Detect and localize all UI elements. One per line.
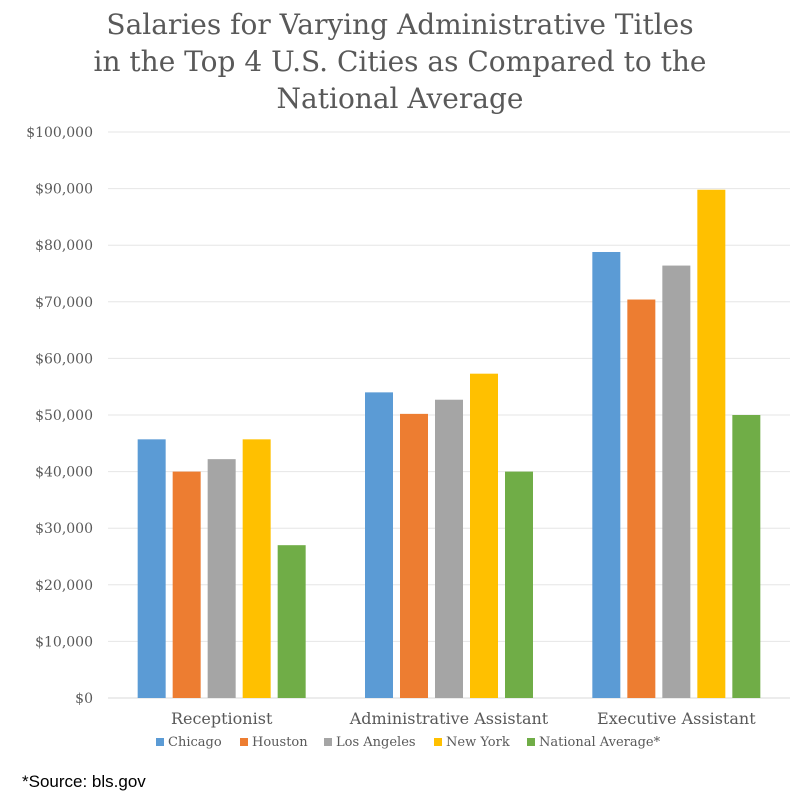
bar — [592, 251, 621, 698]
y-tick-label: $100,000 — [26, 125, 93, 141]
bar — [627, 299, 656, 698]
bar — [242, 439, 271, 698]
bar — [697, 189, 726, 698]
chart-title-line: Salaries for Varying Administrative Titl… — [106, 8, 694, 41]
bar — [172, 471, 201, 698]
bar — [732, 415, 761, 698]
source-footnote: *Source: bls.gov — [22, 772, 146, 791]
y-tick-label: $20,000 — [35, 578, 93, 594]
bar — [365, 392, 393, 698]
bar — [137, 439, 166, 698]
y-tick-label: $30,000 — [35, 521, 93, 537]
bar — [470, 373, 498, 698]
legend-swatch — [324, 738, 332, 746]
legend-swatch — [156, 738, 164, 746]
y-tick-label: $60,000 — [35, 351, 93, 367]
y-tick-label: $10,000 — [35, 634, 93, 650]
y-tick-label: $90,000 — [35, 182, 93, 198]
legend-label: New York — [446, 735, 510, 750]
bar — [400, 413, 428, 698]
legend-label: National Average* — [539, 735, 661, 750]
bar — [662, 265, 691, 698]
bar — [207, 459, 236, 698]
chart-title-line: National Average — [276, 82, 524, 115]
y-tick-label: $80,000 — [35, 238, 93, 254]
legend-swatch — [240, 738, 248, 746]
chart-title: Salaries for Varying Administrative Titl… — [0, 6, 800, 117]
y-tick-label: $40,000 — [35, 465, 93, 481]
chart-title-line: in the Top 4 U.S. Cities as Compared to … — [93, 45, 707, 78]
y-tick-label: $70,000 — [35, 295, 93, 311]
legend-swatch — [434, 738, 442, 746]
y-tick-label: $50,000 — [35, 408, 93, 424]
x-tick-label: Receptionist — [171, 709, 273, 728]
y-tick-label: $0 — [75, 691, 93, 707]
bar — [505, 471, 533, 698]
legend-swatch — [527, 738, 535, 746]
legend-label: Houston — [252, 735, 308, 750]
bar — [277, 545, 306, 698]
x-tick-label: Executive Assistant — [597, 709, 756, 728]
x-tick-label: Administrative Assistant — [349, 709, 549, 728]
legend-label: Los Angeles — [336, 735, 416, 750]
bar — [435, 399, 463, 698]
legend-label: Chicago — [168, 735, 222, 750]
